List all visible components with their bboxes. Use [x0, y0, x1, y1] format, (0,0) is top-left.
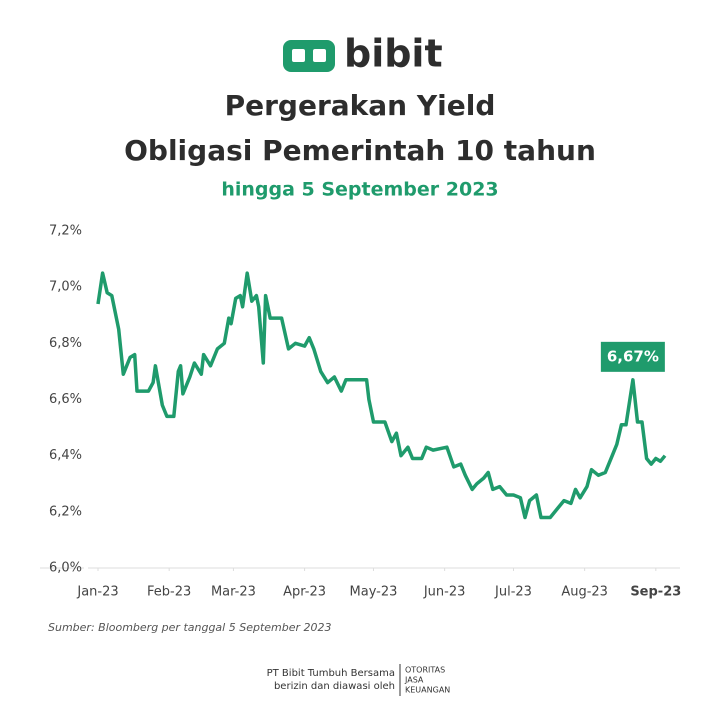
chart-title: Pergerakan Yield — [225, 89, 496, 122]
regulator: OTORITAS — [405, 666, 445, 675]
y-tick-label: 6,0% — [49, 561, 82, 576]
x-tick-label: Jun-23 — [423, 585, 466, 600]
brand-name: bibit — [344, 32, 443, 76]
x-tick-label: Feb-23 — [147, 585, 191, 600]
x-tick-label: Jan-23 — [76, 585, 118, 600]
y-tick-label: 7,2% — [49, 224, 82, 239]
chart-subtitle: hingga 5 September 2023 — [221, 179, 498, 201]
y-tick-label: 6,2% — [49, 504, 82, 519]
regulator: KEUANGAN — [405, 686, 450, 695]
logo-icon — [283, 40, 335, 72]
source: Sumber: Bloomberg per tanggal 5 Septembe… — [48, 621, 332, 634]
x-tick-label: May-23 — [350, 585, 398, 600]
x-tick-label: Sep-23 — [630, 585, 681, 600]
x-tick-label: Aug-23 — [561, 585, 608, 600]
y-tick-label: 6,4% — [49, 448, 82, 463]
chart-title: Obligasi Pemerintah 10 tahun — [124, 134, 596, 167]
annotation-label: 6,67% — [607, 347, 659, 365]
footer-company: PT Bibit Tumbuh Bersama — [267, 668, 395, 679]
line — [96, 271, 667, 520]
y-tick-label: 7,0% — [49, 280, 82, 295]
x-tick-label: Jul-23 — [494, 585, 532, 600]
footer-note: berizin dan diawasi oleh — [274, 681, 395, 692]
y-tick-label: 6,6% — [49, 392, 82, 407]
x-tick-label: Apr-23 — [283, 585, 326, 600]
y-tick-label: 6,8% — [49, 336, 82, 351]
regulator: JASA — [404, 676, 424, 685]
annotation-box — [600, 341, 665, 372]
x-tick-label: Mar-23 — [211, 585, 256, 600]
